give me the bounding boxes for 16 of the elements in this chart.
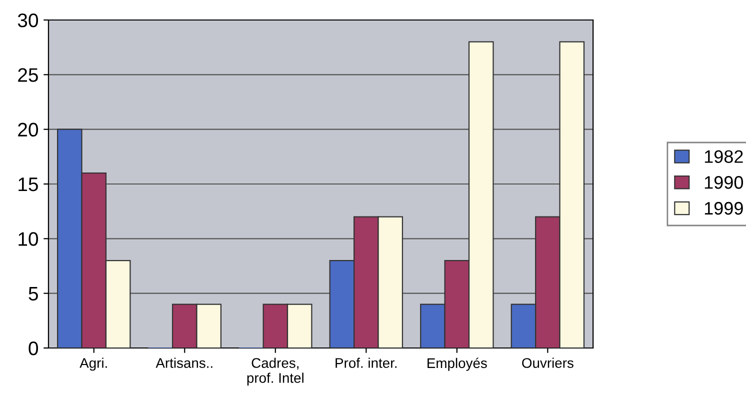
legend-label: 1999	[704, 202, 743, 215]
legend-label: 1990	[704, 176, 744, 189]
x-tick-label: Ouvriers	[522, 358, 574, 368]
x-tick-label: Employés	[428, 358, 487, 371]
y-tick-label: 30	[18, 13, 38, 28]
x-tick-label: Prof. inter.	[336, 358, 397, 368]
y-tick-label: 15	[18, 178, 38, 192]
y-tick-label: 25	[18, 68, 38, 82]
y-tick-label: 10	[18, 232, 38, 246]
y-tick-label: 20	[18, 122, 38, 137]
x-tick-label: Artisans..	[156, 358, 212, 368]
y-tick-label: 0	[28, 341, 38, 356]
y-tick-label: 5	[28, 287, 38, 301]
legend-label: 1982	[704, 150, 743, 163]
x-tick-label: Cadres, prof. Intel	[247, 358, 304, 386]
x-tick-label: Agri.	[80, 358, 107, 371]
